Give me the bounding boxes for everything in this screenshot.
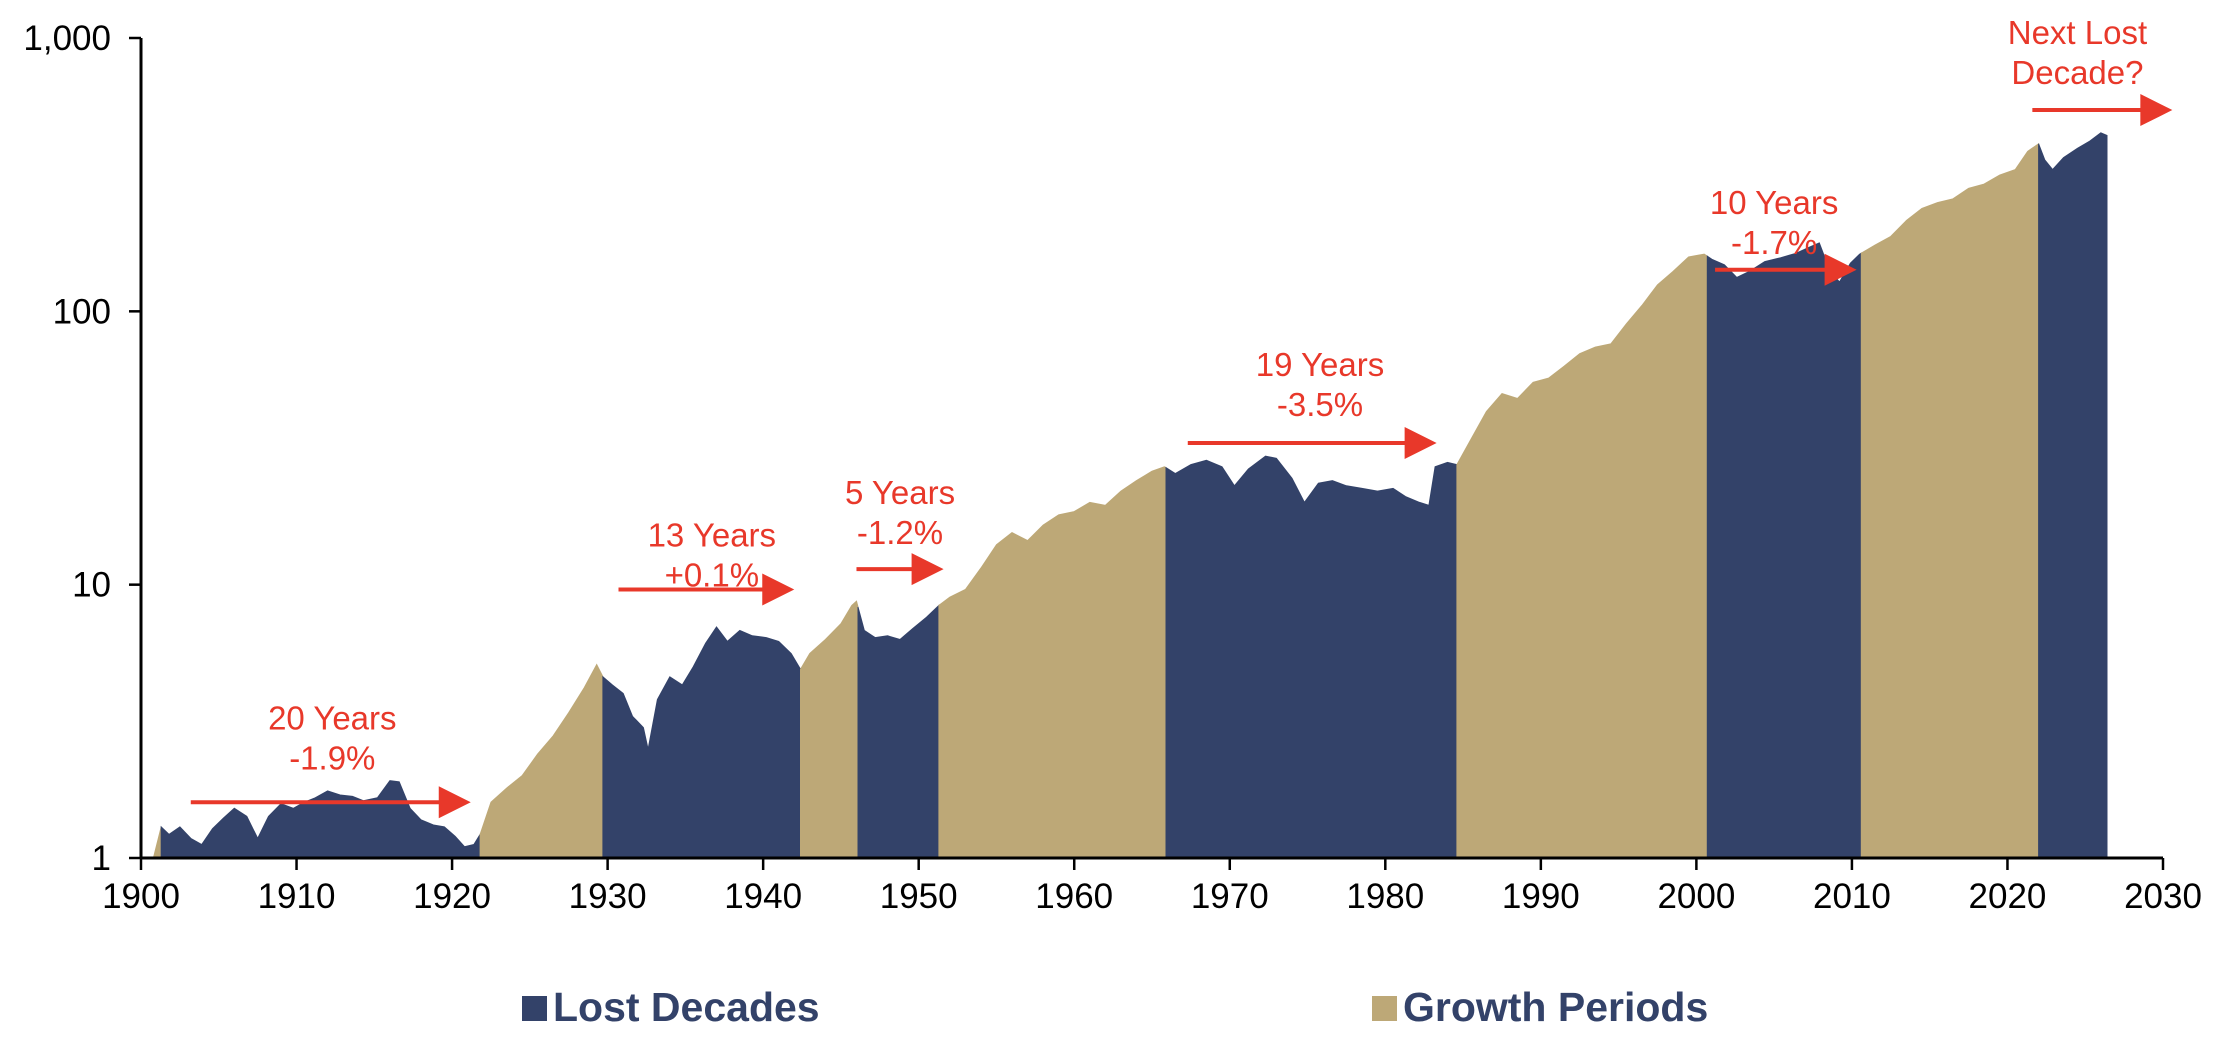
annotation-group: 20 Years-1.9% 13 Years+0.1% 5 Years-1.2% 19… [190, 14, 2173, 819]
lost-decade-area-5 [857, 604, 940, 859]
lost-decade-area-9 [1706, 242, 1862, 859]
annotation-text: Next Lost [2008, 14, 2147, 51]
annotation-text: 20 Years [268, 700, 396, 737]
annotation-text: Decade? [2011, 54, 2143, 91]
x-tick-label: 1930 [569, 877, 647, 916]
annotation-text: -3.5% [1277, 386, 1363, 423]
annotation-text: 10 Years [1710, 184, 1838, 221]
x-tick-label: 1910 [258, 877, 336, 916]
area-series-group [152, 132, 2108, 859]
growth-period-area-6 [938, 466, 1167, 859]
x-tick-label: 1900 [102, 877, 180, 916]
x-tick-label: 1960 [1035, 877, 1113, 916]
x-tick-label: 2000 [1657, 877, 1735, 916]
y-tick-label: 1 [92, 839, 111, 878]
x-tick-label: 1920 [413, 877, 491, 916]
legend-swatch-growth [1372, 996, 1397, 1021]
x-tick-label: 2010 [1813, 877, 1891, 916]
y-tick-label: 10 [72, 566, 111, 605]
annotation-arrow-head [762, 573, 795, 606]
annotation-text: +0.1% [665, 556, 760, 593]
y-tick-label: 100 [53, 292, 111, 331]
growth-period-area-4 [800, 600, 859, 859]
x-tick-label: 1970 [1191, 877, 1269, 916]
annotation-arrow-head [1824, 253, 1857, 286]
growth-period-area-0 [152, 826, 162, 859]
x-tick-label: 2020 [1969, 877, 2047, 916]
legend: Lost Decades Growth Periods [522, 984, 1708, 1030]
legend-label-lost: Lost Decades [553, 984, 820, 1030]
lost-decade-area-3 [602, 626, 801, 859]
x-tick-label: 1950 [880, 877, 958, 916]
annotation-arrow-head [2140, 94, 2173, 127]
annotation-arrow-head [911, 553, 944, 586]
annotation-arrow-head [438, 786, 471, 819]
legend-label-growth: Growth Periods [1403, 984, 1708, 1030]
annotation-text: -1.9% [289, 740, 375, 777]
x-tick-label: 1990 [1502, 877, 1580, 916]
growth-period-area-2 [479, 663, 604, 859]
annotation-text: -1.2% [857, 514, 943, 551]
x-tick-label: 1980 [1346, 877, 1424, 916]
annotation-text: -1.7% [1731, 224, 1817, 261]
annotation-text: 13 Years [648, 516, 776, 553]
legend-swatch-lost [522, 996, 547, 1021]
x-tick-label: 1940 [724, 877, 802, 916]
lost-decade-area-11 [2038, 132, 2108, 859]
y-tick-label: 1,000 [23, 19, 111, 58]
axes-group [139, 38, 2163, 860]
x-tick-label: 2030 [2124, 877, 2202, 916]
tick-group: 1900 1910 1920 1930 1940 1950 1960 1970 1980 1990… [23, 19, 2202, 916]
annotation-text: 19 Years [1256, 346, 1384, 383]
lost-decade-area-1 [160, 780, 481, 859]
growth-period-area-10 [1860, 142, 2040, 859]
lost-decade-area-7 [1165, 455, 1458, 859]
annotation-arrow-head [1404, 426, 1437, 459]
growth-period-area-8 [1456, 253, 1708, 859]
annotation-text: 5 Years [845, 474, 955, 511]
